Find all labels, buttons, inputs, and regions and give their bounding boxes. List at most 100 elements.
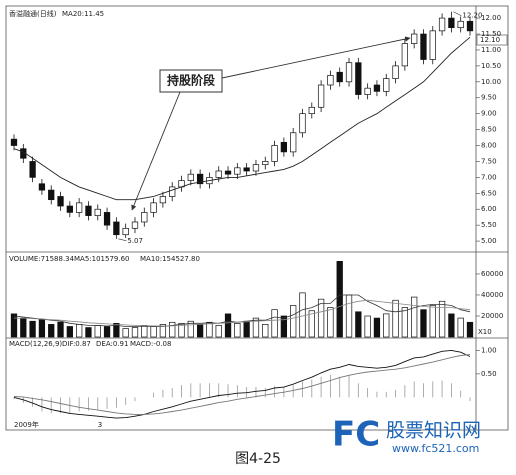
candle-body [159, 196, 167, 204]
watermark-logo: FC [332, 415, 380, 455]
line [13, 349, 471, 419]
candle-body [243, 167, 250, 172]
y-tick-label: 9.50 [481, 94, 497, 102]
candle-body [355, 62, 362, 95]
volume-bar [327, 307, 334, 338]
volume-bar [345, 294, 353, 338]
candle-body [429, 30, 436, 60]
candle-body [141, 212, 148, 223]
legend-entry: MA5:101579.60 [74, 255, 130, 263]
volume-bar [141, 325, 148, 338]
y-tick-label: 8.00 [481, 142, 497, 150]
watermark-name: 股票知识网 [386, 420, 481, 442]
volume-bar [103, 326, 111, 338]
candle-body [122, 227, 129, 236]
price-tag: 12.10 [480, 36, 500, 44]
candle-body [299, 113, 306, 134]
y-tick-label: 40000 [481, 291, 503, 299]
volume-bar [355, 311, 362, 338]
y-tick-label: 11.00 [481, 46, 501, 54]
line [14, 299, 471, 327]
y-tick-label: 10.50 [481, 62, 501, 70]
frame [5, 5, 509, 431]
candle-body [448, 17, 455, 29]
y-tick-label: 7.00 [481, 173, 497, 181]
candle-body [187, 173, 194, 181]
volume-bar [317, 298, 325, 338]
volume-bar [38, 318, 46, 338]
candle-body [10, 138, 18, 146]
volume-bar [57, 321, 64, 338]
volume-bar [411, 296, 418, 338]
y-tick-label: 5.50 [481, 221, 497, 229]
volume-bar [159, 324, 167, 338]
volume-bar [429, 305, 436, 338]
line [13, 354, 471, 415]
volume-bar [122, 328, 129, 338]
candle-body [466, 20, 474, 32]
annotation: 12.20 [462, 12, 482, 20]
y-tick-label: 20000 [481, 312, 503, 320]
caption: 图4-25 [235, 451, 281, 467]
volume-bar [448, 313, 455, 338]
candle-body [76, 202, 83, 213]
volume-bar [373, 317, 381, 338]
callout-box [159, 69, 223, 93]
y-tick-label: 12.00 [481, 14, 501, 22]
x-tick-label: 2009年 [14, 420, 39, 429]
volume-bar [290, 305, 297, 338]
candle-body [131, 221, 139, 229]
annotation-pointer [118, 238, 127, 242]
candle-body [215, 170, 222, 178]
line [13, 36, 471, 201]
arrow [131, 91, 181, 211]
y-tick-label: 1.00 [481, 346, 497, 354]
callout: 持股阶段 [167, 73, 216, 88]
volume-bar [308, 310, 315, 338]
candle-body [392, 65, 399, 79]
x-tick-label: 3 [98, 421, 102, 429]
volume-bar [466, 321, 474, 338]
unit-label: X10 [478, 328, 492, 336]
volume-bar [234, 322, 241, 338]
candle-body [327, 75, 334, 86]
volume-bar [196, 324, 204, 338]
y-tick-label: 0.50 [481, 370, 497, 378]
volume-bar [113, 322, 120, 338]
volume-bar [280, 315, 288, 338]
volume-bar [420, 309, 427, 338]
candle-body [113, 221, 120, 236]
annotation-pointer [453, 11, 462, 17]
watermark-url: www.fc521.com [392, 442, 479, 455]
y-tick-label: 60000 [481, 270, 503, 278]
candle-body [411, 33, 418, 44]
candle-body [317, 84, 325, 108]
y-tick-label: 6.00 [481, 205, 497, 213]
volume-bar [383, 313, 390, 338]
volume-bar [85, 327, 92, 338]
volume-bar [94, 325, 101, 338]
legend-entry: VOLUME:71588.34 [9, 255, 75, 263]
volume-bar [364, 315, 371, 338]
candle-body [38, 183, 46, 191]
price-tag-box [476, 34, 508, 46]
legend-entry: MACD:-0.08 [130, 340, 171, 348]
volume-bar [10, 313, 18, 338]
volume-bar [438, 300, 446, 338]
volume-bar [457, 317, 464, 338]
candle-body [85, 205, 92, 216]
y-tick-label: 11.50 [481, 30, 501, 38]
volume-bar [76, 324, 83, 338]
candle-body [252, 164, 260, 172]
volume-bar [150, 326, 157, 338]
volume-bar [66, 326, 73, 338]
legend-entry: DIF:0.87 [62, 340, 91, 348]
candle-body [280, 141, 288, 153]
volume-bar [20, 317, 27, 338]
candle-body [103, 212, 111, 226]
y-tick-label: 8.50 [481, 126, 497, 134]
volume-bar [215, 325, 222, 338]
chart-title: MACD(12,26,9) [9, 340, 62, 348]
candle-body [169, 186, 176, 197]
volume-bar [401, 307, 408, 338]
